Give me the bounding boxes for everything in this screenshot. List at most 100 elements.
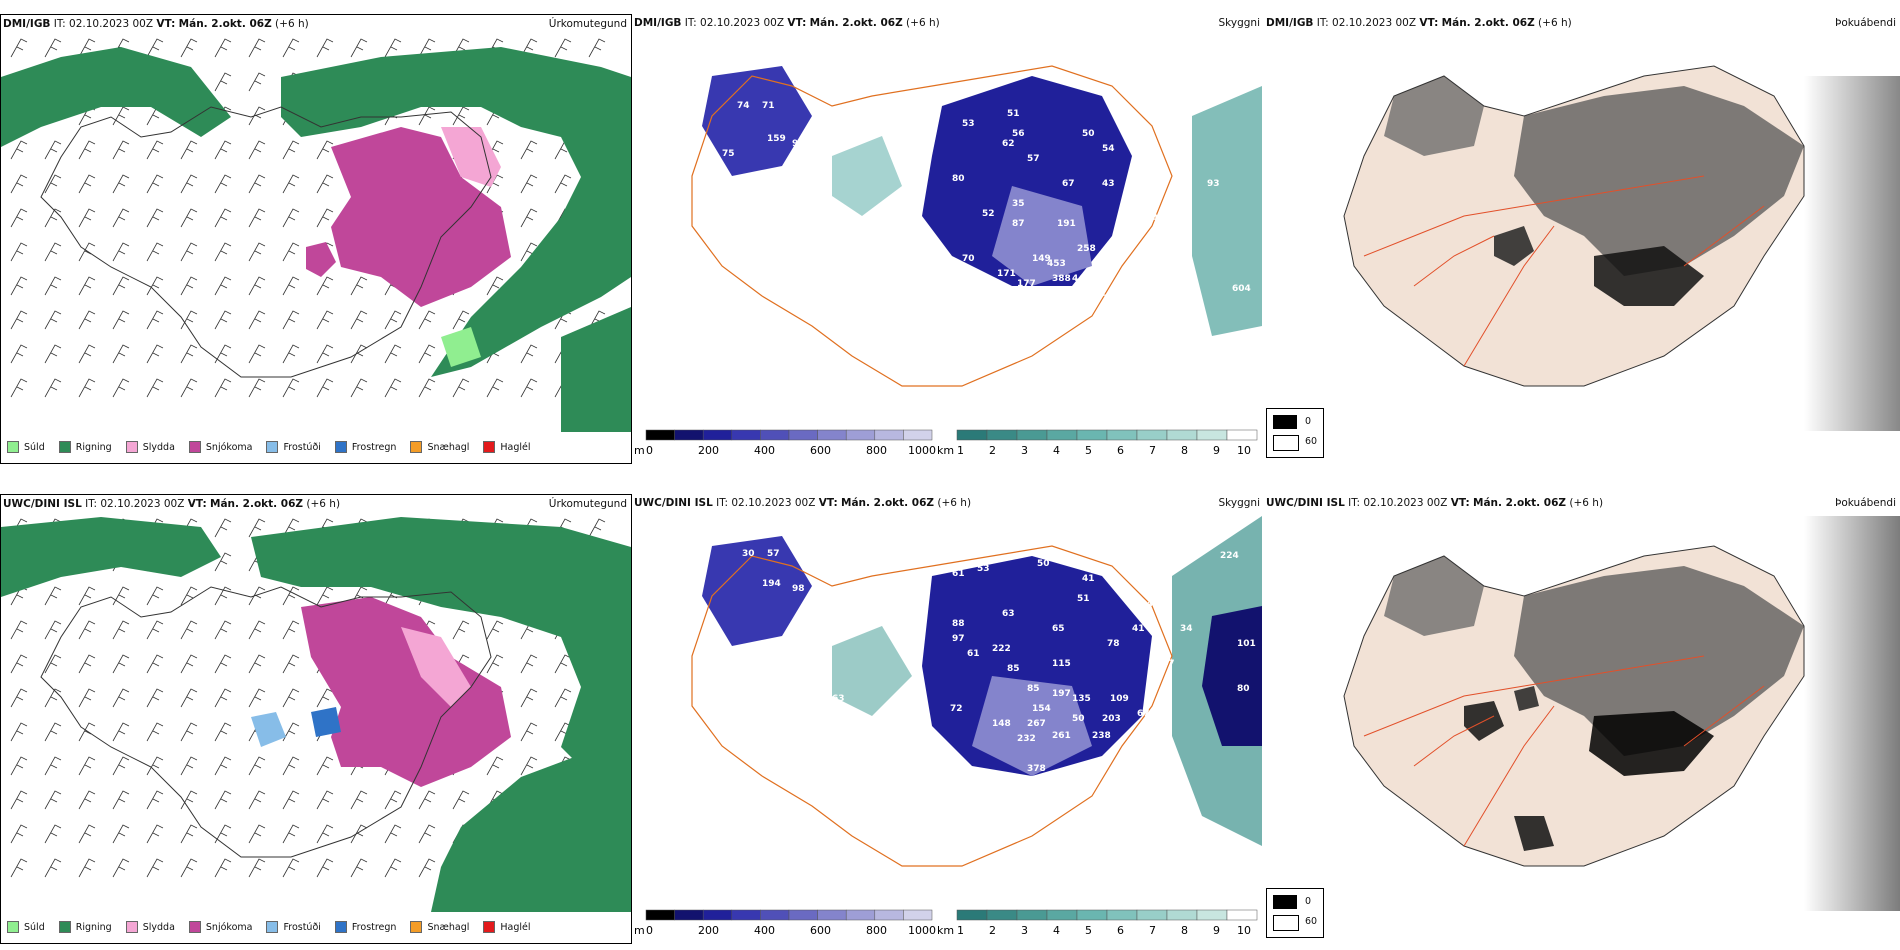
legend-swatch <box>125 921 138 933</box>
low-cloud-area <box>1202 606 1262 746</box>
wind-barb <box>10 378 28 398</box>
tick-label: 6 <box>1117 924 1124 937</box>
wind-barb <box>44 620 62 640</box>
value-label: 65 <box>1052 624 1065 634</box>
variable-name: Skyggni <box>1218 17 1261 29</box>
wind-barb <box>316 38 334 58</box>
model-name: DMI/IGB <box>634 17 682 29</box>
wind-barb <box>214 688 232 708</box>
precip-map <box>1 38 631 432</box>
value-label: 171 <box>997 269 1016 279</box>
wind-barb <box>10 310 28 330</box>
it-label: IT: <box>684 17 697 29</box>
wind-barb <box>452 620 470 640</box>
legend-label: Snjókoma <box>205 921 253 933</box>
tick-label: 7 <box>1149 444 1156 457</box>
offshore-fog <box>1804 516 1900 911</box>
value-label: 127 <box>1102 249 1121 259</box>
panel-header: DMI/IGB IT: 02.10.2023 00Z VT: Mán. 2.ok… <box>1266 17 1572 29</box>
wind-barb <box>282 242 300 262</box>
legend-label: Snæhagl <box>427 441 470 453</box>
colorbar-swatch <box>986 909 1018 921</box>
vt-value: Mán. 2.okt. 06Z <box>178 18 272 30</box>
wind-barb <box>10 688 28 708</box>
legend-label: Súld <box>24 921 45 933</box>
rain-area <box>431 747 631 912</box>
value-label: 71 <box>762 101 775 111</box>
wind-barb <box>112 654 130 674</box>
wind-barb <box>214 310 232 330</box>
fog-area <box>1589 711 1714 776</box>
colorbar-swatch <box>1226 429 1258 441</box>
tick-label: 1 <box>957 924 964 937</box>
model-name: UWC/DINI ISL <box>1266 497 1345 509</box>
value-label: 43 <box>1102 179 1115 189</box>
panel-header: DMI/IGB IT: 02.10.2023 00Z VT: Mán. 2.ok… <box>3 18 309 30</box>
value-label: 453 <box>1047 259 1066 269</box>
value-label: 57 <box>767 549 780 559</box>
legend-item: Haglél <box>483 921 531 933</box>
value-label: 63 <box>832 694 845 704</box>
fog-legend-swatch <box>1273 895 1297 909</box>
colorbar-swatch <box>903 909 933 921</box>
wind-barb <box>78 242 96 262</box>
legend-swatch <box>58 441 71 453</box>
legend-item: Súld <box>7 441 45 453</box>
wind-barb <box>282 620 300 640</box>
wind-barb <box>520 140 538 160</box>
value-label: 232 <box>1017 734 1036 744</box>
lead-time: (+6 h) <box>306 498 341 510</box>
legend-label: Frostúði <box>283 441 321 453</box>
fog-legend-label: 0 <box>1305 896 1312 907</box>
wind-barb <box>486 620 504 640</box>
wind-barb <box>180 586 198 606</box>
low-cloud-area <box>702 536 812 646</box>
value-label: 388 <box>1052 274 1071 284</box>
wind-barb <box>418 824 436 844</box>
wind-barb <box>248 208 266 228</box>
colorbar-swatch <box>956 909 988 921</box>
fog-map <box>1343 516 1900 911</box>
wind-barb <box>146 174 164 194</box>
tick-label: 8 <box>1181 444 1188 457</box>
wind-barb <box>112 106 130 126</box>
legend-swatch <box>7 441 19 453</box>
fog-legend-label: 60 <box>1305 916 1318 927</box>
tick-label: 10 <box>1237 924 1251 937</box>
wind-barb <box>180 858 198 878</box>
wind-barb <box>316 586 334 606</box>
wind-barb <box>78 688 96 708</box>
cloudbase-swatches <box>645 429 933 441</box>
wind-barb <box>44 174 62 194</box>
legend-swatch <box>334 441 347 453</box>
variable-name: Þokuábendi <box>1835 17 1896 29</box>
value-label: 61 <box>952 569 965 579</box>
legend-item: Rigning <box>58 921 112 933</box>
colorbar-swatch <box>874 429 904 441</box>
vt-value: Mán. 2.okt. 06Z <box>210 498 304 510</box>
precip-legend: Súld Rigning Slydda Snjókoma Frostúði Fr… <box>7 921 531 933</box>
wind-barb <box>146 586 164 606</box>
rain-area <box>1 47 231 147</box>
tick-label: 3 <box>1021 924 1028 937</box>
colorbar-swatch <box>645 909 675 921</box>
wind-barb <box>146 620 164 640</box>
tick-label: 4 <box>1053 444 1060 457</box>
wind-barb <box>10 242 28 262</box>
wind-barb <box>180 654 198 674</box>
wind-barb <box>248 242 266 262</box>
wind-barb <box>146 378 164 398</box>
low-visibility-area <box>832 136 902 216</box>
wind-barb <box>180 276 198 296</box>
wind-barb <box>282 756 300 776</box>
legend-swatch <box>188 441 201 453</box>
wind-barb <box>316 790 334 810</box>
it-label: IT: <box>716 497 729 509</box>
wind-barb <box>180 620 198 640</box>
wind-barb <box>248 378 266 398</box>
wind-barb <box>316 310 334 330</box>
value-label: 50 <box>1037 559 1050 569</box>
value-label: 149 <box>1032 254 1051 264</box>
wind-barb <box>146 654 164 674</box>
legend-swatch <box>334 921 347 933</box>
